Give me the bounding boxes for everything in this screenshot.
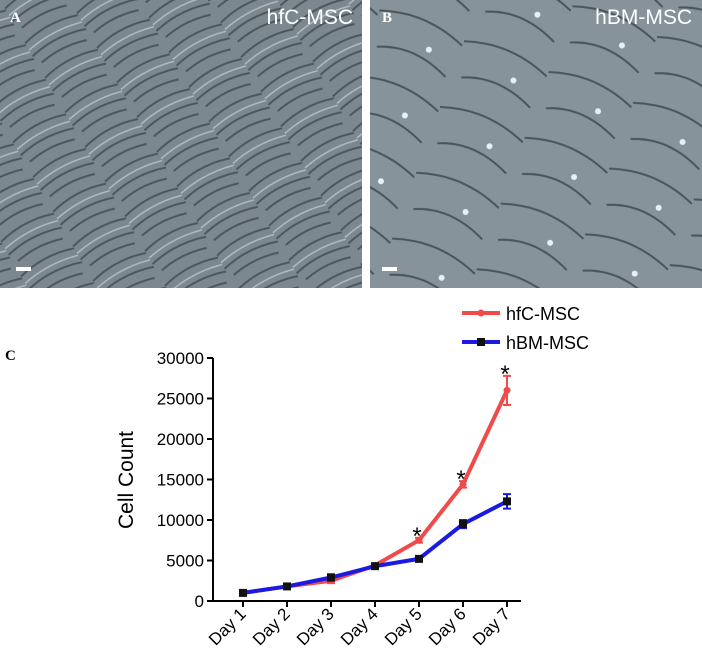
panel-label: A	[10, 10, 21, 26]
y-tick-label: 20000	[157, 430, 204, 449]
scale-bar	[382, 267, 397, 271]
significance-mark: *	[412, 523, 421, 550]
marker	[371, 562, 379, 571]
panel-label: C	[5, 348, 16, 364]
marker	[239, 588, 247, 597]
x-tick-label: Day 7	[469, 604, 514, 649]
significance-mark: *	[456, 466, 465, 493]
y-axis-label: Cell Count	[115, 431, 138, 529]
marker	[415, 554, 423, 563]
marker	[327, 573, 335, 582]
x-tick-label: Day 2	[249, 604, 294, 649]
marker	[459, 480, 467, 488]
y-tick-label: 15000	[157, 471, 204, 490]
panel-title: hBM-MSC	[595, 6, 692, 29]
panel-title: hfC-MSC	[267, 6, 353, 29]
y-tick-label: 25000	[157, 390, 204, 409]
legend-marker	[477, 338, 485, 346]
marker	[503, 386, 511, 394]
x-tick-label: Day 3	[293, 604, 338, 649]
marker	[283, 582, 291, 591]
significance-mark: *	[500, 361, 509, 388]
panel-label: B	[382, 10, 392, 26]
x-tick-label: Day 5	[381, 604, 426, 649]
y-tick-label: 30000	[157, 349, 204, 368]
y-tick-label: 5000	[166, 552, 204, 571]
marker	[503, 497, 511, 506]
y-tick-label: 10000	[157, 511, 204, 530]
x-tick-label: Day 4	[337, 604, 382, 649]
legend-label: hfC-MSC	[506, 304, 580, 324]
legend-label: hBM-MSC	[506, 333, 589, 353]
micrograph-b	[370, 0, 702, 288]
x-tick-label: Day 6	[425, 604, 470, 649]
marker	[459, 520, 467, 529]
series-line	[242, 499, 508, 595]
legend-marker	[477, 309, 485, 317]
y-tick-label: 0	[195, 592, 204, 611]
micrograph-a	[0, 0, 362, 288]
x-tick-label: Day 1	[205, 604, 250, 649]
scale-bar	[16, 267, 31, 271]
marker	[415, 536, 423, 544]
